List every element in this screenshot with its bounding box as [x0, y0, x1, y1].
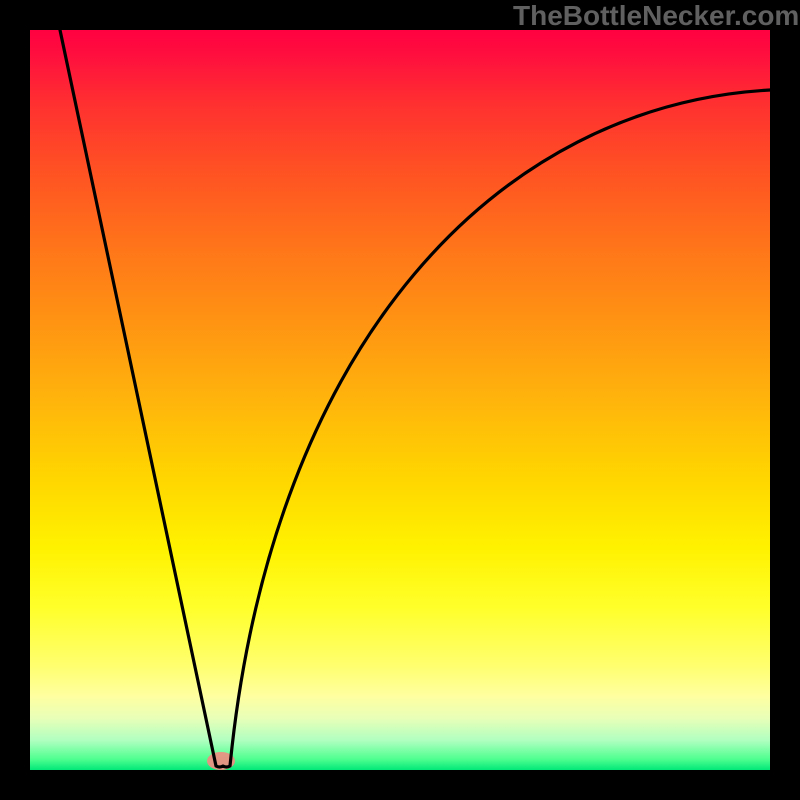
- watermark-text: TheBottleNecker.com: [513, 0, 799, 32]
- gradient-background: [30, 30, 770, 770]
- frame-border-right: [770, 0, 800, 800]
- gradient-chart: [0, 0, 800, 800]
- frame-border-left: [0, 0, 30, 800]
- chart-container: TheBottleNecker.com: [0, 0, 800, 800]
- frame-border-bottom: [0, 770, 800, 800]
